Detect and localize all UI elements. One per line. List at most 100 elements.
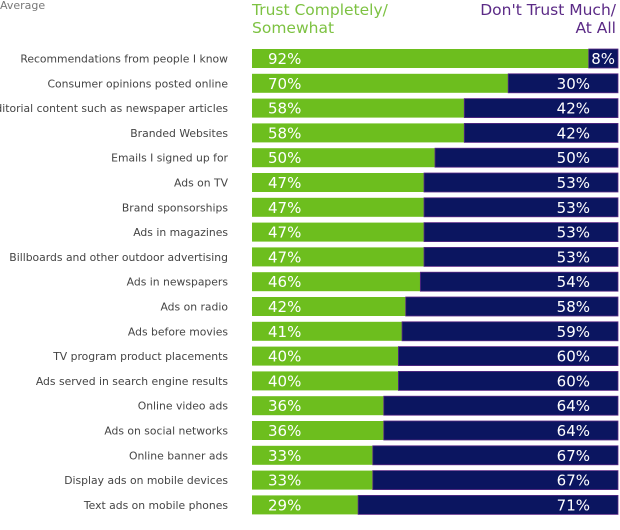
- legend-distrust-line1: Don't Trust Much/: [480, 1, 616, 19]
- bar-distrust: [401, 321, 619, 342]
- bar-distrust: [383, 420, 619, 441]
- bar-distrust: [419, 271, 619, 292]
- legend-trust-line1: Trust Completely/: [252, 1, 388, 19]
- bar-trust: [252, 297, 406, 316]
- value-label-distrust: 59%: [557, 323, 590, 341]
- category-label: Billboards and other outdoor advertising: [9, 251, 228, 264]
- bar-distrust: [383, 395, 619, 416]
- category-label: Branded Websites: [130, 127, 228, 140]
- category-label: Recommendations from people I know: [20, 53, 228, 66]
- value-label-distrust: 58%: [557, 298, 590, 316]
- legend-distrust: Don't Trust Much/ At All: [480, 1, 616, 37]
- value-label-distrust: 71%: [557, 496, 590, 514]
- bar-trust: [252, 445, 373, 465]
- bar-trust: [252, 98, 465, 118]
- corner-text: Average: [0, 0, 46, 12]
- value-label-trust: 36%: [268, 422, 301, 440]
- value-label-trust: 58%: [268, 100, 301, 118]
- category-label: Ads served in search engine results: [36, 375, 229, 388]
- category-label: Ads before movies: [128, 325, 228, 338]
- bar-distrust: [397, 346, 619, 367]
- category-label: Online video ads: [138, 400, 229, 413]
- value-label-trust: 58%: [268, 124, 301, 142]
- bar-trust: [252, 470, 373, 490]
- category-label: Ads on TV: [174, 177, 229, 190]
- value-label-distrust: 60%: [557, 372, 590, 390]
- value-label-distrust: 53%: [557, 248, 590, 266]
- value-label-trust: 42%: [268, 298, 301, 316]
- value-label-distrust: 42%: [557, 100, 590, 118]
- category-label: Display ads on mobile devices: [64, 474, 228, 487]
- bar-trust: [252, 421, 384, 440]
- bar-trust: [252, 123, 465, 143]
- value-label-distrust: 42%: [557, 124, 590, 142]
- value-label-trust: 29%: [268, 496, 301, 514]
- value-label-trust: 47%: [268, 224, 301, 242]
- value-label-trust: 33%: [268, 472, 301, 490]
- bar-distrust: [423, 246, 619, 267]
- bar-distrust: [357, 494, 619, 515]
- bar-distrust: [372, 470, 619, 491]
- legend-trust-line2: Somewhat: [252, 19, 335, 37]
- value-label-distrust: 60%: [557, 348, 590, 366]
- bar-distrust: [397, 370, 619, 391]
- legend-trust: Trust Completely/ Somewhat: [252, 1, 388, 37]
- bar-trust: [252, 346, 399, 366]
- value-label-trust: 92%: [268, 50, 301, 68]
- category-label: TV program product placements: [52, 350, 228, 363]
- value-label-trust: 46%: [268, 273, 301, 291]
- category-label: Ads in magazines: [133, 226, 228, 239]
- value-label-trust: 70%: [268, 75, 301, 93]
- bar-distrust: [588, 48, 619, 69]
- value-label-distrust: 53%: [557, 224, 590, 242]
- bar-distrust: [423, 222, 619, 243]
- value-label-distrust: 50%: [557, 149, 590, 167]
- category-label: Ads in newspapers: [127, 276, 229, 289]
- value-label-distrust: 67%: [557, 472, 590, 490]
- category-label: Editorial content such as newspaper arti…: [0, 102, 228, 115]
- bar-distrust: [463, 98, 619, 118]
- value-label-trust: 47%: [268, 174, 301, 192]
- bar-trust: [252, 247, 425, 267]
- value-label-distrust: 8%: [591, 50, 615, 68]
- bar-trust: [252, 495, 359, 515]
- bar-trust: [252, 197, 425, 217]
- bar-distrust: [372, 445, 619, 466]
- value-label-distrust: 53%: [557, 199, 590, 217]
- category-label: Ads on radio: [160, 301, 228, 314]
- bar-trust: [252, 73, 509, 93]
- value-label-distrust: 64%: [557, 422, 590, 440]
- value-label-distrust: 30%: [557, 75, 590, 93]
- value-label-distrust: 67%: [557, 447, 590, 465]
- bar-distrust: [423, 172, 619, 193]
- bar-distrust: [434, 147, 619, 168]
- bar-trust: [252, 371, 399, 391]
- bar-trust: [252, 148, 435, 168]
- bar-trust: [252, 173, 425, 192]
- bar-trust: [252, 222, 425, 242]
- value-label-trust: 47%: [268, 199, 301, 217]
- value-label-trust: 33%: [268, 447, 301, 465]
- value-label-trust: 41%: [268, 323, 301, 341]
- category-label: Brand sponsorships: [122, 201, 229, 214]
- value-label-distrust: 54%: [557, 273, 590, 291]
- value-label-trust: 50%: [268, 149, 301, 167]
- bar-distrust: [463, 123, 619, 143]
- value-label-trust: 47%: [268, 248, 301, 266]
- bar-trust: [252, 49, 589, 68]
- bar-trust: [252, 321, 403, 341]
- bar-distrust: [405, 296, 619, 317]
- value-label-distrust: 53%: [557, 174, 590, 192]
- category-label: Ads on social networks: [104, 425, 228, 438]
- bar-trust: [252, 272, 421, 292]
- bar-distrust: [507, 73, 619, 94]
- value-label-trust: 40%: [268, 348, 301, 366]
- value-label-trust: 40%: [268, 372, 301, 390]
- value-label-trust: 36%: [268, 397, 301, 415]
- value-label-distrust: 64%: [557, 397, 590, 415]
- legend-distrust-line2: At All: [575, 19, 616, 37]
- category-label: Consumer opinions posted online: [48, 77, 229, 90]
- category-label: Emails I signed up for: [111, 152, 228, 165]
- bar-distrust: [423, 197, 619, 218]
